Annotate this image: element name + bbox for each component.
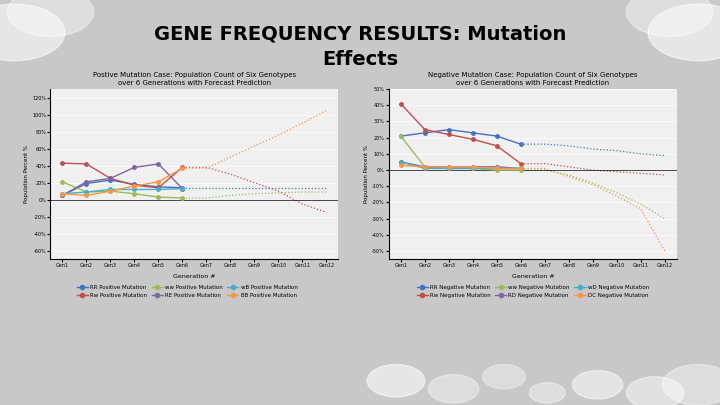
X-axis label: Generation #: Generation #	[511, 274, 554, 279]
Text: GENE FREQUENCY RESULTS: Mutation
Effects: GENE FREQUENCY RESULTS: Mutation Effects	[154, 25, 566, 68]
Title: Negative Mutation Case: Population Count of Six Genotypes
over 6 Generations wit: Negative Mutation Case: Population Count…	[428, 72, 637, 86]
Legend: RR Negative Mutation, Rw Negative Mutation, ww Negative Mutation, RD Negative Mu: RR Negative Mutation, Rw Negative Mutati…	[417, 285, 649, 298]
Y-axis label: Population Percent %: Population Percent %	[24, 145, 30, 203]
Legend: RR Positive Mutation, Rw Positive Mutation, ww Positive Mutation, RE Positive Mu: RR Positive Mutation, Rw Positive Mutati…	[77, 285, 297, 298]
X-axis label: Generation #: Generation #	[173, 274, 216, 279]
Y-axis label: Population Percent %: Population Percent %	[364, 145, 369, 203]
Title: Postive Mutation Case: Population Count of Six Genotypes
over 6 Generations with: Postive Mutation Case: Population Count …	[93, 72, 296, 86]
